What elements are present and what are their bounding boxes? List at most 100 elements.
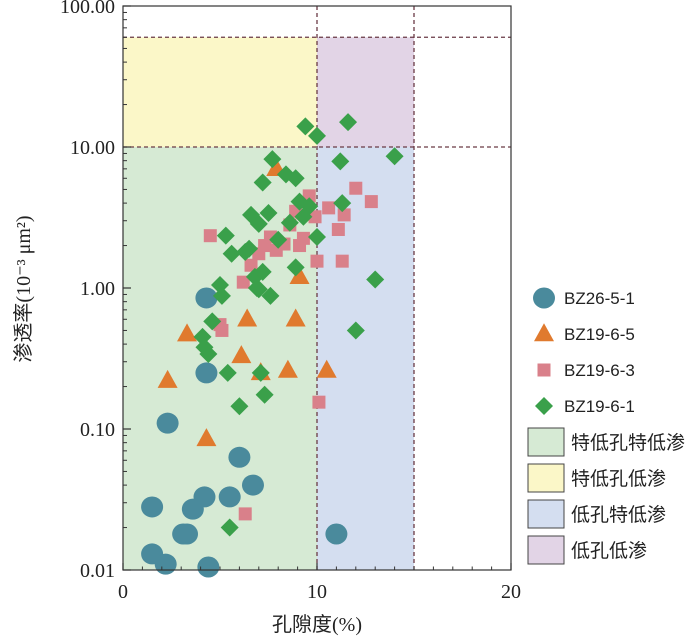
data-point-triangle (285, 308, 306, 327)
data-point-diamond (263, 150, 282, 169)
axes: 0 10 20 0.01 0.10 1.00 10.00 100.00 (60, 0, 521, 603)
legend-marker-triangle (534, 323, 554, 342)
x-tick-label: 0 (118, 581, 128, 603)
data-point-square (364, 195, 378, 209)
points-layer (141, 113, 404, 578)
data-point-square (236, 275, 250, 289)
zone-3 (317, 147, 414, 570)
data-point-diamond (255, 385, 274, 404)
data-point-circle (218, 486, 241, 508)
data-point-circle (228, 446, 251, 468)
data-point-triangle (196, 428, 217, 447)
legend-label: BZ19-6-5 (564, 325, 635, 344)
legend-zone-swatch (527, 499, 565, 529)
data-point-diamond (249, 214, 268, 233)
data-point-diamond (216, 226, 235, 245)
data-point-circle (193, 486, 216, 508)
data-point-diamond (366, 270, 385, 289)
legend: BZ26-5-1 BZ19-6-5 BZ19-6-3 BZ19-6-1 特低孔特低渗特低… (527, 287, 685, 565)
data-point-diamond (249, 280, 268, 299)
data-point-circle (154, 553, 177, 575)
data-point-diamond (308, 227, 326, 246)
data-point-diamond (253, 173, 272, 192)
legend-label: BZ26-5-1 (564, 289, 635, 308)
data-point-square (238, 507, 252, 521)
data-point-diamond (222, 244, 241, 263)
data-point-triangle (231, 345, 252, 364)
data-point-diamond (251, 363, 270, 382)
legend-zone-swatch (527, 427, 565, 457)
x-tick-label: 20 (501, 581, 521, 603)
reference-lines (123, 6, 511, 570)
data-point-square (215, 323, 229, 337)
data-point-circle (195, 287, 218, 309)
data-point-diamond (331, 152, 350, 171)
data-point-diamond (220, 518, 239, 537)
y-tick-label: 1.00 (80, 278, 115, 300)
zone-4 (317, 37, 414, 148)
legend-marker-square (537, 363, 551, 377)
data-point-square (203, 229, 217, 243)
data-point-diamond (211, 276, 229, 295)
data-point-diamond (280, 213, 299, 232)
data-point-diamond (269, 230, 288, 249)
x-tick-label: 10 (307, 581, 327, 603)
data-point-diamond (296, 117, 315, 136)
legend-zone-swatch (527, 535, 565, 565)
data-point-diamond (240, 239, 259, 258)
data-point-square (296, 231, 310, 245)
data-point-diamond (203, 312, 222, 331)
data-point-square (335, 254, 349, 268)
legend-zone-label: 特低孔低渗 (571, 468, 666, 490)
legend-zone-label: 特低孔特低渗 (571, 432, 685, 454)
data-point-square (322, 201, 336, 215)
data-point-circle (156, 412, 179, 434)
legend-zone-label: 低孔特低渗 (571, 504, 666, 526)
data-point-diamond (245, 267, 264, 286)
legend-zone-swatch (527, 463, 565, 493)
data-point-square (312, 395, 326, 409)
x-axis-label: 孔隙度(%) (272, 613, 362, 636)
data-point-square (310, 254, 324, 268)
data-point-diamond (286, 169, 305, 188)
data-point-circle (197, 556, 220, 578)
zones-layer (123, 37, 414, 570)
data-point-triangle (316, 359, 337, 378)
data-point-square (337, 208, 351, 222)
data-point-diamond (300, 197, 319, 216)
data-point-diamond (218, 363, 237, 382)
legend-label: BZ19-6-1 (564, 397, 635, 416)
legend-label: BZ19-6-3 (564, 361, 635, 380)
data-point-circle (172, 523, 195, 545)
y-tick-label: 10.00 (70, 137, 115, 159)
data-point-circle (141, 496, 164, 518)
data-point-diamond (339, 113, 358, 132)
data-point-triangle (157, 369, 178, 388)
data-point-diamond (253, 262, 272, 281)
data-point-diamond (333, 194, 352, 213)
data-point-diamond (346, 321, 365, 340)
data-point-square (349, 181, 363, 195)
legend-zone-label: 低孔低渗 (571, 540, 647, 562)
data-point-circle (241, 474, 264, 496)
data-point-circle (195, 362, 218, 384)
data-point-diamond (286, 258, 305, 277)
data-point-square (308, 210, 322, 224)
data-point-diamond (385, 147, 404, 166)
data-point-triangle (277, 359, 298, 378)
data-point-square (331, 222, 345, 236)
data-point-diamond (259, 204, 278, 223)
data-point-triangle (237, 308, 258, 327)
data-point-diamond (261, 286, 280, 305)
data-point-diamond (242, 205, 261, 224)
data-point-diamond (230, 397, 249, 416)
zone-2 (123, 37, 317, 148)
y-tick-label: 100.00 (60, 0, 115, 18)
y-axis-label: 渗透率(10⁻³ μm²) (12, 215, 35, 362)
data-point-diamond (308, 126, 326, 145)
data-point-diamond (199, 345, 218, 364)
data-point-triangle (177, 323, 198, 342)
data-point-circle (325, 523, 348, 545)
y-tick-label: 0.10 (80, 419, 115, 441)
